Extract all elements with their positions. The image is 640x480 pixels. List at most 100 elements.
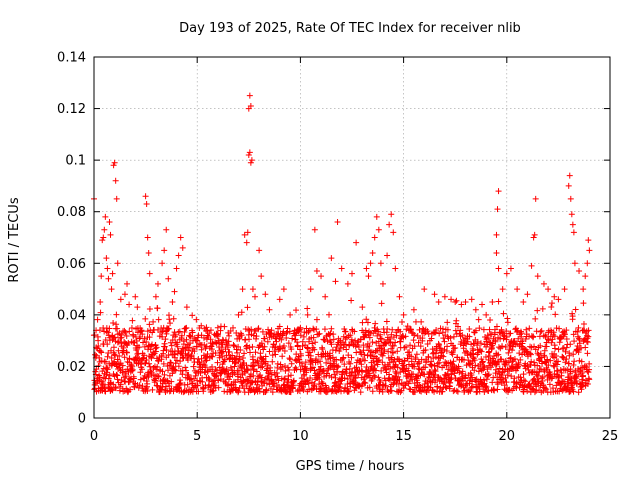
data-point (405, 380, 412, 387)
data-point (490, 374, 497, 381)
data-point (374, 357, 381, 364)
data-point (221, 323, 228, 330)
data-point (417, 343, 424, 350)
data-point (355, 383, 362, 390)
data-point (502, 343, 509, 350)
data-point (239, 355, 246, 362)
data-point (325, 385, 332, 392)
data-point (114, 325, 121, 332)
data-point (167, 359, 174, 366)
data-point (340, 354, 347, 361)
data-point (287, 389, 294, 396)
data-point (378, 336, 385, 343)
data-point (454, 388, 461, 395)
data-point (104, 353, 111, 360)
data-point (265, 326, 272, 333)
data-point (259, 363, 266, 370)
data-point (159, 333, 166, 340)
data-point (165, 275, 172, 282)
data-point (523, 348, 530, 355)
data-point (297, 324, 304, 331)
data-point (243, 383, 250, 390)
data-point (343, 366, 350, 373)
data-point (249, 356, 256, 363)
data-point (565, 360, 572, 367)
data-point (580, 372, 587, 379)
data-point (530, 333, 537, 340)
data-point (275, 377, 282, 384)
data-point (326, 331, 333, 338)
data-point (95, 337, 102, 344)
data-point (544, 356, 551, 363)
data-point (468, 384, 475, 391)
data-point (305, 380, 312, 387)
data-point (349, 270, 355, 277)
data-point (137, 369, 144, 376)
data-point (466, 325, 473, 332)
data-point (354, 339, 361, 346)
data-point (262, 291, 269, 298)
data-point (243, 239, 250, 246)
data-point (112, 385, 119, 392)
data-point (557, 367, 564, 374)
data-point (118, 331, 125, 338)
y-tick-label: 0.02 (57, 360, 86, 375)
data-point (459, 332, 466, 339)
data-point (235, 367, 242, 374)
data-point (159, 260, 166, 267)
data-point (315, 331, 322, 338)
data-point (474, 338, 481, 345)
data-point (146, 321, 153, 328)
data-point (371, 373, 378, 380)
data-point (124, 366, 131, 373)
data-point (160, 347, 167, 354)
data-point (430, 355, 437, 362)
data-point (213, 372, 220, 379)
data-point (526, 380, 533, 387)
data-point (457, 327, 464, 334)
data-point (108, 386, 115, 393)
data-point (141, 335, 148, 342)
data-point (281, 347, 288, 354)
data-point (193, 316, 200, 323)
data-point (445, 366, 452, 373)
data-point (562, 348, 569, 355)
data-point (351, 328, 358, 335)
data-point (187, 332, 194, 339)
data-point (570, 229, 577, 236)
data-point (388, 387, 395, 394)
data-point (558, 369, 565, 376)
data-point (359, 319, 366, 326)
data-point (462, 298, 469, 305)
data-point (392, 339, 399, 346)
data-point (453, 387, 460, 394)
data-point (173, 265, 180, 272)
data-point (250, 372, 257, 379)
data-point (149, 341, 156, 348)
data-point (212, 350, 219, 357)
data-point (258, 374, 265, 381)
data-point (519, 337, 526, 344)
data-point (425, 354, 432, 361)
data-point (104, 265, 111, 272)
data-point (503, 270, 510, 277)
data-point (150, 349, 157, 356)
data-point (447, 334, 454, 341)
data-point (435, 298, 442, 305)
data-point (538, 327, 545, 334)
data-point (371, 234, 378, 241)
data-point (281, 343, 288, 350)
data-point (154, 305, 161, 312)
data-point (394, 364, 401, 371)
data-point (250, 332, 257, 339)
data-point (146, 270, 153, 277)
data-point (455, 365, 462, 372)
data-point (571, 358, 578, 365)
data-point (288, 346, 295, 353)
data-point (333, 344, 340, 351)
data-point (353, 239, 360, 246)
data-point (185, 347, 192, 354)
data-point (532, 315, 539, 322)
data-point (318, 273, 325, 280)
chart-title: Day 193 of 2025, Rate Of TEC Index for r… (179, 21, 521, 36)
